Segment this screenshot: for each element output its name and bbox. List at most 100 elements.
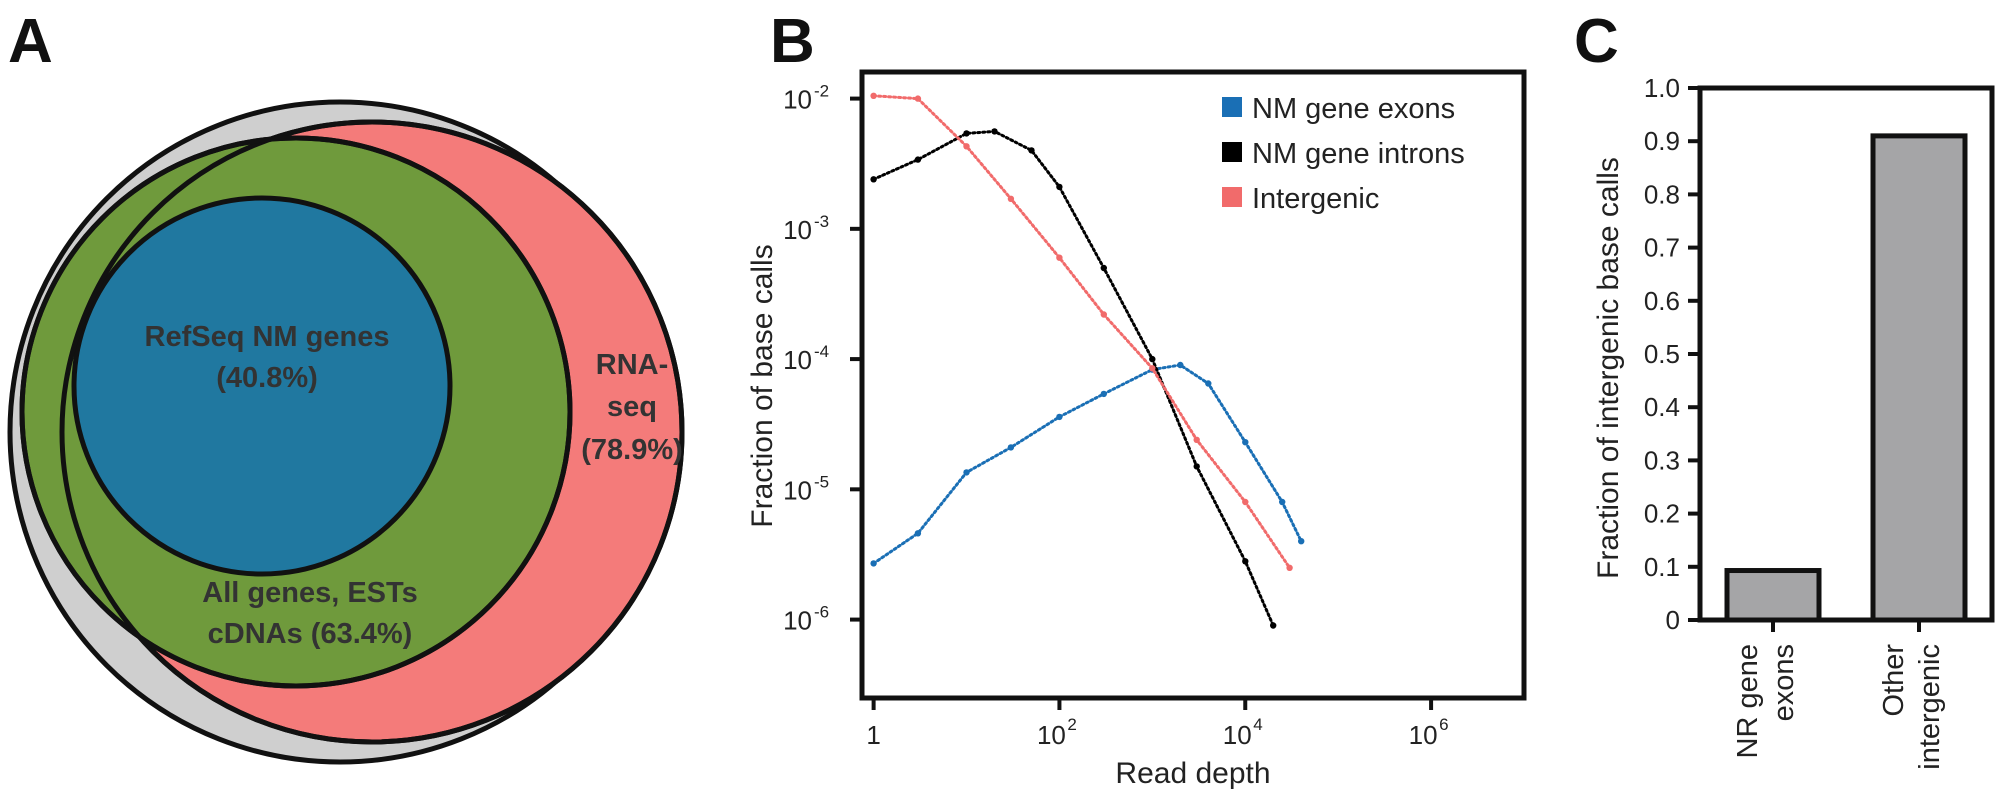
scatter-plot-frame [859,69,1527,701]
y-tick-exponent: -6 [814,603,829,622]
bar-category-label: Other [1878,644,1910,717]
venn-rnaseq-label-line1: RNA- [596,349,669,381]
legend-swatch-intergenic [1222,187,1242,207]
x-tick-exponent: 4 [1253,715,1262,734]
data-point-exons [963,469,970,476]
data-point-intergenic [1056,254,1063,261]
data-point-intergenic [1149,365,1156,372]
legend-label-intergenic: Intergenic [1252,183,1379,215]
data-point-intergenic [1100,311,1108,318]
data-point-exons [870,560,877,567]
bar-1 [1870,133,1968,623]
data-point-intergenic [1286,564,1293,571]
data-point-introns [1193,463,1200,470]
panel-a-venn: A RefSeq NM genes (40.8%) All genes, EST… [7,7,685,765]
data-point-intergenic [1242,498,1249,506]
data-point-intergenic [914,95,922,102]
scatter-x-axis-title: Read depth [1115,757,1270,790]
series-line-exons [872,363,1303,565]
venn-rnaseq-label-line3: (78.9%) [581,434,683,466]
bar-y-axis-title: Fraction of intergenic base calls [1592,157,1625,579]
legend-swatch-introns [1222,142,1242,162]
data-point-introns [991,128,998,135]
y-tick-label: 10 [783,85,812,115]
panel-c-letter: C [1574,7,1619,76]
scatter-x-ticks: 1 10 2 10 4 10 6 [866,698,1449,750]
y-tick-exponent: -2 [814,82,829,101]
legend-label-introns: NM gene introns [1252,138,1465,170]
bar-y-tick-label: 0.1 [1644,552,1680,582]
bar-category-label: NR gene [1732,644,1764,758]
bar-y-tick-label: 0 [1666,605,1680,635]
data-point-introns [1270,622,1277,629]
bar-y-tick-label: 0.8 [1644,179,1680,209]
data-point-exons [1298,538,1305,545]
data-point-introns [1242,558,1249,565]
bar-y-tick-label: 0.6 [1644,286,1680,316]
venn-rnaseq-label-line2: seq [607,391,657,423]
bar-category-label: intergenic [1914,644,1946,770]
y-tick-label: 10 [783,345,812,375]
x-tick-label: 10 [1223,720,1252,750]
panel-b-scatter: B 10-610-510-410-310-2 1 10 2 10 4 10 6 Read d… [746,7,1527,790]
venn-refseq-circle [71,195,453,577]
scatter-legend: NM gene exons NM gene introns Intergenic [1222,93,1465,215]
y-tick-label: 10 [783,475,812,505]
data-point-exons [1242,439,1249,446]
venn-rnaseq-outline [59,119,685,745]
data-point-exons [1100,390,1108,398]
data-point-exons [1279,498,1286,506]
venn-all-genes-label-line1: All genes, ESTs [202,577,417,609]
y-tick-exponent: -5 [814,472,829,491]
scatter-y-ticks: 10-610-510-410-310-2 [783,82,862,636]
x-tick-label: 10 [1037,720,1066,750]
data-point-introns [963,130,970,137]
bar-y-tick-label: 0.7 [1644,233,1680,263]
data-point-intergenic [1007,195,1015,202]
data-point-exons [1177,361,1184,369]
series-line-intergenic [872,94,1292,570]
data-point-exons [1007,444,1015,451]
bar-y-ticks: 0 0.1 0.2 0.3 0.4 0.5 0.6 0.7 0.8 0.9 1.0 [1644,73,1700,635]
bar-category-label: exons [1768,644,1800,721]
y-tick-label: 10 [783,606,812,636]
y-tick-exponent: -3 [814,212,829,231]
venn-all-genes-label-line2: cDNAs (63.4%) [208,618,413,650]
bar-y-tick-label: 0.3 [1644,445,1680,475]
data-point-exons [1056,413,1063,421]
venn-refseq-label-line2: (40.8%) [216,362,318,394]
y-tick-exponent: -4 [814,342,829,361]
bar-y-tick-label: 1.0 [1644,73,1680,103]
legend-swatch-exons [1222,97,1242,117]
bar-category-labels: NR gene exons Other intergenic [1732,620,1946,770]
legend-label-exons: NM gene exons [1252,93,1455,125]
data-point-introns [1056,183,1063,191]
venn-refseq-label-line1: RefSeq NM genes [145,321,390,353]
data-point-introns [1149,355,1156,363]
data-point-introns [914,156,922,163]
bar-y-tick-label: 0.9 [1644,126,1680,156]
venn-all-genes-outline [19,135,573,689]
data-point-introns [870,176,877,183]
bar-y-tick-label: 0.2 [1644,499,1680,529]
data-point-intergenic [870,92,877,100]
bar-y-tick-label: 0.4 [1644,392,1680,422]
data-point-exons [1205,380,1212,387]
scatter-marks [870,92,1305,629]
data-point-introns [1100,264,1108,272]
x-tick-label: 10 [1409,720,1438,750]
x-tick-label: 1 [866,720,880,750]
panel-a-letter: A [8,7,53,76]
x-tick-exponent: 2 [1067,715,1076,734]
x-tick-exponent: 6 [1439,715,1448,734]
data-point-intergenic [963,143,970,150]
data-point-introns [1028,147,1035,154]
data-point-exons [914,530,922,537]
y-tick-label: 10 [783,215,812,245]
bar-y-tick-label: 0.5 [1644,339,1680,369]
bar-0 [1724,568,1822,623]
panel-b-letter: B [770,7,815,76]
panel-c-bar: C 0 0.1 0.2 0.3 0.4 0.5 0.6 0.7 0.8 0.9 1.0 NR gen… [1574,7,1995,770]
data-point-intergenic [1193,436,1200,443]
